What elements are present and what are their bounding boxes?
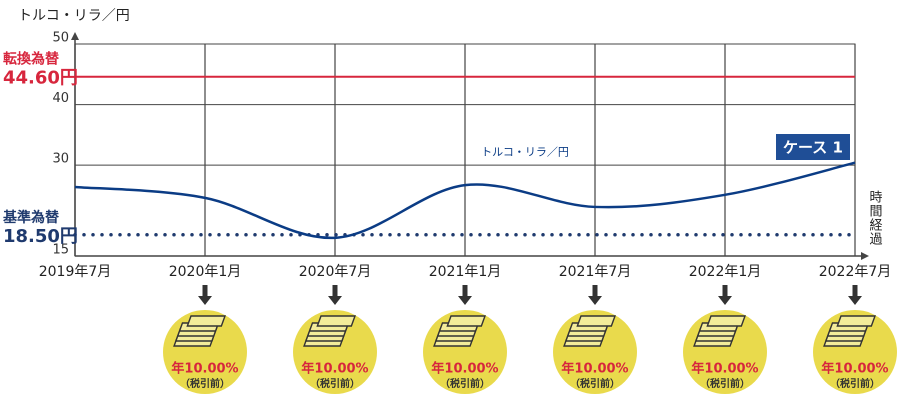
x-tick-label: 2021年7月 xyxy=(559,264,632,280)
arrow-shaft xyxy=(592,285,598,297)
arrow-head xyxy=(198,296,212,305)
coupon-rate: 年10.00% xyxy=(171,361,238,377)
coupon-note: （税引前） xyxy=(310,377,360,390)
arrow-head xyxy=(848,296,862,305)
arrow-head xyxy=(718,296,732,305)
money-icon xyxy=(433,315,487,347)
y-axis-title: トルコ・リラ／円 xyxy=(18,8,130,24)
coupon-rate: 年10.00% xyxy=(301,361,368,377)
bill-top xyxy=(836,315,877,327)
x-tick-label: 2020年1月 xyxy=(169,264,242,280)
coupon-note: （税引前） xyxy=(440,377,490,390)
series-label: トルコ・リラ／円 xyxy=(481,146,569,159)
coupon-rate: 年10.00% xyxy=(821,361,888,377)
reference-name: 転換為替 xyxy=(3,51,60,68)
y-tick-label: 30 xyxy=(52,152,69,167)
bill-top xyxy=(706,315,747,327)
bill-top xyxy=(576,315,617,327)
reference-value: 18.50円 xyxy=(3,226,78,247)
arrow-shaft xyxy=(462,285,468,297)
money-icon xyxy=(173,315,227,347)
bill-top xyxy=(316,315,357,327)
x-tick-label: 2022年1月 xyxy=(689,264,762,280)
coupon-rate: 年10.00% xyxy=(691,361,758,377)
bill-top xyxy=(186,315,227,327)
badge-box xyxy=(776,134,850,160)
x-tick-label: 2020年7月 xyxy=(299,264,372,280)
reference-value: 44.60円 xyxy=(3,68,78,89)
coupon-rate: 年10.00% xyxy=(431,361,498,377)
coupon-note: （税引前） xyxy=(180,377,230,390)
arrow-shaft xyxy=(202,285,208,297)
badge: ケース 1 xyxy=(783,139,843,157)
arrow-shaft xyxy=(722,285,728,297)
y-tick-label: 50 xyxy=(52,31,69,46)
y-tick-label: 15 xyxy=(52,243,69,258)
x-tick-label: 2022年7月 xyxy=(819,264,892,280)
arrow-head xyxy=(328,296,342,305)
money-icon xyxy=(823,315,877,347)
series-line xyxy=(74,161,856,240)
money-icon xyxy=(303,315,357,347)
bill-top xyxy=(446,315,487,327)
arrow-head xyxy=(588,296,602,305)
x-axis-title: 時間経過 xyxy=(867,190,883,246)
coupon-rate: 年10.00% xyxy=(561,361,628,377)
y-tick-label: 40 xyxy=(52,91,69,106)
coupon-note: （税引前） xyxy=(700,377,750,390)
arrow-shaft xyxy=(332,285,338,297)
arrow-shaft xyxy=(852,285,858,297)
reference-name: 基準為替 xyxy=(3,209,60,226)
x-tick-label: 2019年7月 xyxy=(39,264,112,280)
y-axis-arrow xyxy=(71,32,79,40)
money-icon xyxy=(693,315,747,347)
arrow-head xyxy=(458,296,472,305)
coupon-note: （税引前） xyxy=(830,377,880,390)
coupon-note: （税引前） xyxy=(570,377,620,390)
x-tick-label: 2021年1月 xyxy=(429,264,502,280)
money-icon xyxy=(563,315,617,347)
x-axis-arrow xyxy=(861,252,869,260)
